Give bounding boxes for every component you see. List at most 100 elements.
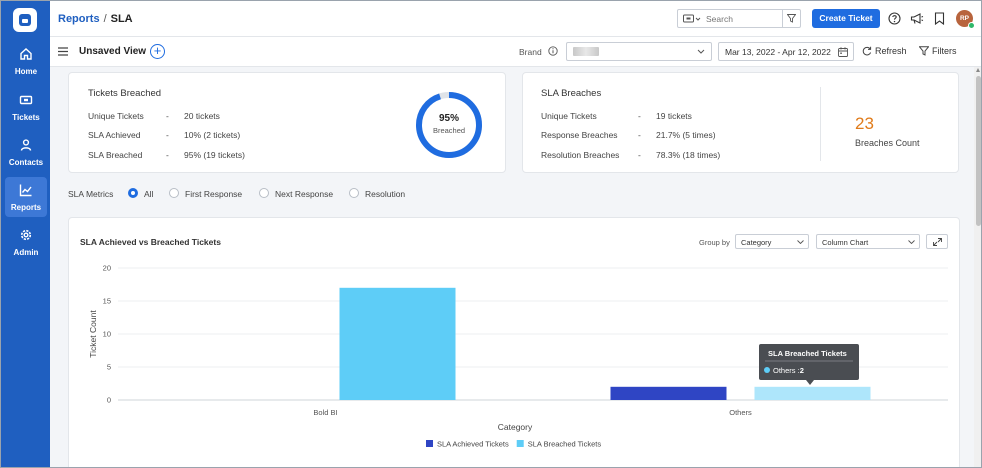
radio-label: All (144, 189, 154, 199)
radio-unselected-icon (349, 188, 359, 198)
date-range-value: Mar 13, 2022 - Apr 12, 2022 (725, 47, 831, 57)
tooltip-swatch (764, 367, 770, 373)
search-filter-button[interactable] (782, 10, 800, 27)
filter-icon (787, 14, 796, 23)
breadcrumb: Reports / SLA (58, 13, 133, 25)
y-tick-label: 0 (107, 396, 111, 405)
y-tick-label: 15 (103, 297, 111, 306)
bar-sla-breached-tickets (754, 386, 871, 400)
tooltip-title: SLA Breached Tickets (768, 349, 847, 358)
radio-label: Next Response (275, 189, 334, 199)
card-title: Tickets Breached (88, 88, 162, 99)
info-icon[interactable] (548, 46, 558, 56)
home-icon (20, 48, 32, 60)
legend-swatch (516, 440, 524, 447)
stat-dash: - (166, 111, 169, 121)
avatar-initials: RP (959, 15, 970, 22)
tooltip-value: 2 (800, 366, 804, 375)
group-by-label: Group by (699, 238, 730, 247)
legend-label: SLA Breached Tickets (528, 440, 602, 449)
y-tick-label: 5 (107, 363, 111, 372)
ticket-search-icon[interactable] (683, 14, 701, 24)
stat-value: 10% (2 tickets) (184, 130, 241, 140)
tooltip-category: Others : (773, 366, 800, 375)
card-divider (820, 87, 821, 161)
x-tick-label: Others (729, 408, 752, 417)
filters-button[interactable]: Filters (918, 46, 957, 56)
stat-label: SLA Achieved (88, 130, 141, 140)
refresh-label: Refresh (875, 46, 907, 56)
breaches-count-label: Breaches Count (855, 138, 920, 148)
search-input[interactable] (706, 12, 780, 25)
sidebar-item-contacts[interactable]: Contacts (5, 132, 47, 172)
person-icon (20, 139, 32, 151)
sidebar-item-label: Tickets (12, 113, 40, 122)
progress-ring-arc (416, 92, 482, 158)
expand-chart-button[interactable] (926, 234, 948, 249)
sidebar-item-home[interactable]: Home (5, 41, 47, 81)
x-axis-title: Category (498, 422, 533, 432)
sidebar-item-label: Contacts (8, 158, 44, 167)
radio-unselected-icon (169, 188, 179, 198)
help-icon[interactable] (888, 12, 901, 25)
scrollbar-thumb[interactable] (976, 76, 981, 226)
megaphone-icon[interactable] (910, 12, 924, 25)
page-scrollbar[interactable] (974, 67, 981, 467)
chart-type-select[interactable]: Column Chart (816, 234, 920, 249)
tooltip-arrow (806, 380, 814, 385)
sidebar-item-label: Admin (13, 248, 39, 257)
stat-label: Unique Tickets (88, 111, 144, 121)
create-ticket-button[interactable]: Create Ticket (812, 9, 880, 28)
y-tick-label: 10 (103, 330, 111, 339)
bar-sla-achieved-tickets (610, 386, 727, 400)
scroll-up-icon[interactable] (976, 68, 980, 72)
breadcrumb-reports-link[interactable]: Reports (58, 13, 100, 25)
progress-ring-icon (416, 92, 482, 158)
stat-value: 19 tickets (656, 111, 692, 121)
y-tick-label: 20 (103, 264, 111, 273)
sidebar-item-reports[interactable]: Reports (5, 177, 47, 217)
stat-value: 78.3% (18 times) (656, 150, 721, 160)
stat-dash: - (638, 150, 641, 160)
chevron-down-icon (797, 240, 804, 244)
menu-icon[interactable] (58, 47, 68, 56)
radio-unselected-icon (259, 188, 269, 198)
filters-label: Filters (932, 46, 957, 56)
chart-icon (19, 184, 32, 197)
sidebar-item-admin[interactable]: Admin (5, 222, 47, 262)
brand-select[interactable] (566, 42, 712, 61)
stat-value: 95% (19 tickets) (184, 150, 245, 160)
chevron-down-icon (908, 240, 915, 244)
stat-dash: - (166, 130, 169, 140)
expand-icon (933, 238, 942, 246)
online-status-icon (968, 22, 975, 29)
stat-label: SLA Breached (88, 150, 143, 160)
breadcrumb-separator: / (103, 13, 107, 25)
group-by-select[interactable]: Category (735, 234, 809, 249)
stat-dash: - (638, 111, 641, 121)
sidebar-item-tickets[interactable]: Tickets (5, 87, 47, 127)
sidebar-item-label: Home (14, 67, 38, 76)
page-title: SLA (110, 13, 133, 25)
refresh-button[interactable]: Refresh (862, 46, 907, 56)
gear-icon (20, 229, 32, 241)
stat-value: 20 tickets (184, 111, 220, 121)
top-bar: Reports/SLA Create Ticket RP (50, 1, 981, 37)
app-logo[interactable] (13, 8, 37, 32)
chevron-down-icon (697, 49, 705, 54)
add-view-button[interactable]: + (150, 44, 165, 59)
bar-sla-breached-tickets (339, 287, 456, 400)
card-title: SLA Breaches (541, 88, 602, 99)
stat-dash: - (166, 150, 169, 160)
avatar[interactable]: RP (956, 10, 975, 29)
sidebar-item-label: Reports (10, 203, 42, 212)
view-toolbar: Unsaved View + Brand Mar 13, 2022 - Apr … (50, 37, 981, 67)
stat-label: Resolution Breaches (541, 150, 620, 160)
bookmark-icon[interactable] (934, 12, 945, 25)
sla-chart: 0 5 10 15 20 Category Ticket Count Bold BI Other… (88, 264, 948, 449)
brand-label: Brand (519, 47, 542, 57)
radio-selected-icon (128, 188, 138, 198)
date-range-picker[interactable]: Mar 13, 2022 - Apr 12, 2022 (718, 42, 854, 61)
group-by-value: Category (741, 238, 772, 247)
